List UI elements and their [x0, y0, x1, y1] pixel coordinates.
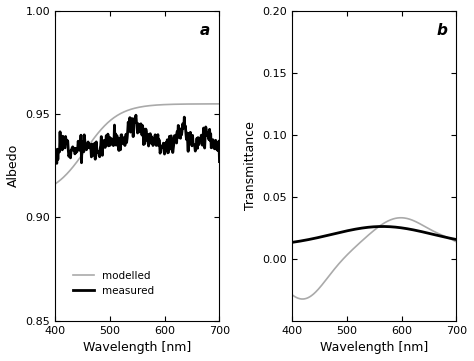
Y-axis label: Transmittance: Transmittance	[244, 121, 257, 210]
modelled	[217, 102, 222, 106]
measured	[202, 133, 208, 137]
modelled	[53, 182, 58, 186]
modelled	[153, 103, 159, 107]
modelled	[52, 182, 58, 186]
measured	[133, 113, 139, 117]
modelled	[191, 102, 197, 106]
modelled	[201, 102, 207, 106]
modelled	[150, 103, 155, 108]
measured	[151, 142, 156, 147]
measured	[53, 159, 58, 164]
Text: a: a	[200, 23, 210, 38]
measured	[54, 161, 60, 166]
Line: measured: measured	[55, 115, 219, 164]
Text: b: b	[437, 23, 447, 38]
measured	[154, 139, 160, 144]
measured	[217, 160, 222, 164]
modelled	[150, 103, 156, 108]
measured	[192, 144, 198, 149]
Y-axis label: Albedo: Albedo	[7, 144, 20, 187]
X-axis label: Wavelength [nm]: Wavelength [nm]	[320, 341, 428, 354]
measured	[151, 142, 157, 146]
X-axis label: Wavelength [nm]: Wavelength [nm]	[83, 341, 191, 354]
Legend: modelled, measured: modelled, measured	[69, 266, 158, 300]
Line: modelled: modelled	[55, 104, 219, 184]
measured	[52, 155, 58, 159]
